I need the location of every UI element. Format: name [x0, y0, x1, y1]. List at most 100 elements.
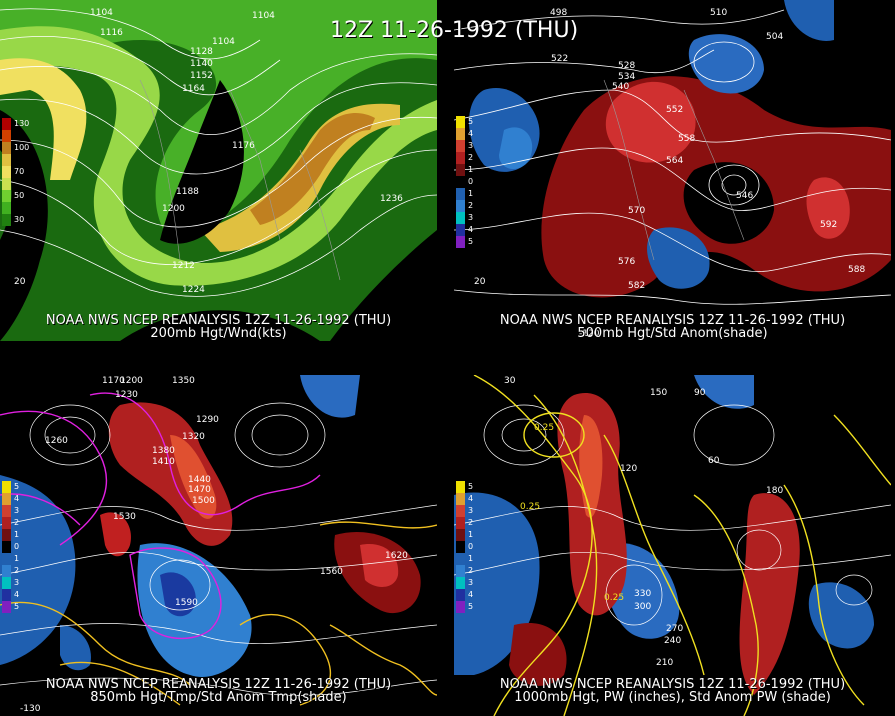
- map-200mb: 1104 1116 1104 1104 1128 1140 1152 1164 …: [0, 0, 437, 341]
- legend-swatch: [456, 541, 465, 553]
- main-title: 12Z 11-26-1992 (THU): [330, 18, 579, 43]
- legend-swatch: [456, 493, 465, 505]
- legend-label: 100: [14, 143, 30, 152]
- legend-swatch: [456, 188, 465, 200]
- legend-label: 5: [14, 602, 20, 611]
- contour-label: 504: [766, 32, 783, 42]
- legend-swatch: [456, 553, 465, 565]
- contour-label: 528: [618, 61, 635, 71]
- legend-label: 4: [14, 494, 20, 503]
- contour-label: 1530: [113, 512, 136, 522]
- legend-swatch: [456, 481, 465, 493]
- legend-label: 1: [14, 554, 20, 563]
- contour-label: 1170: [102, 376, 125, 386]
- legend-swatch: [2, 601, 11, 613]
- legend-swatch: [456, 517, 465, 529]
- legend-swatch: [2, 565, 11, 577]
- contour-label: 564: [666, 156, 683, 166]
- contour-label: 1224: [182, 285, 205, 295]
- legend-swatch: [2, 178, 11, 190]
- legend-label: 3: [468, 578, 474, 587]
- legend-label: 4: [468, 129, 474, 138]
- contour-label: 546: [736, 191, 753, 201]
- legend-label: 130: [14, 119, 30, 128]
- grid-label: -120: [579, 329, 600, 339]
- contour-label: 0.25: [534, 423, 554, 433]
- panel-caption: NOAA NWS NCEP REANALYSIS 12Z 11-26-1992 …: [45, 313, 392, 328]
- grid-label: 20: [474, 277, 486, 287]
- contour-label: 1590: [175, 598, 198, 608]
- legend-label: 5: [468, 482, 474, 491]
- legend-label: 5: [468, 602, 474, 611]
- contour-label: 588: [848, 265, 865, 275]
- legend-swatch: [2, 481, 11, 493]
- contour-label: 534: [618, 72, 635, 82]
- panel-caption: 850mb Hgt/Tmp/Std Anom Tmp(shade): [90, 690, 347, 705]
- grid-label: -130: [20, 704, 41, 714]
- contour-label: 1470: [188, 485, 211, 495]
- contour-label: 1164: [182, 84, 205, 94]
- map-1000mb: 30 90 150 120 60 180 210 240 270 300 330…: [454, 375, 891, 716]
- contour-label: 60: [708, 456, 720, 466]
- legend-swatch: [456, 128, 465, 140]
- legend-swatch: [2, 118, 11, 130]
- legend-label: 1: [468, 554, 474, 563]
- grid-label: 20: [14, 277, 26, 287]
- legend-label: 3: [14, 578, 20, 587]
- contour-label: 180: [766, 486, 783, 496]
- contour-label: 1188: [176, 187, 199, 197]
- legend-label: 2: [468, 518, 474, 527]
- contour-label: 576: [618, 257, 635, 267]
- contour-label: 0.25: [520, 502, 540, 512]
- panel-500mb: 498 510 504 522 528 534 540 546 552 558 …: [454, 0, 891, 341]
- legend-swatch: [456, 565, 465, 577]
- panel-caption: NOAA NWS NCEP REANALYSIS 12Z 11-26-1992 …: [499, 677, 846, 692]
- legend-1000mb: 5 4 3 2 1 0 1 2 3 4 5: [456, 481, 473, 613]
- legend-label: 5: [468, 237, 474, 246]
- contour-label: 90: [694, 388, 706, 398]
- legend-label: 0: [468, 542, 474, 551]
- legend-label: 5: [468, 117, 474, 126]
- contour-label: 1176: [232, 141, 255, 151]
- legend-swatch: [2, 154, 11, 166]
- contour-label: 1140: [190, 59, 213, 69]
- legend-swatch: [456, 176, 465, 188]
- contour-label: 150: [650, 388, 667, 398]
- contour-label: 1104: [90, 8, 113, 18]
- contour-label: 1236: [380, 194, 403, 204]
- legend-swatch: [2, 493, 11, 505]
- legend-swatch: [456, 212, 465, 224]
- contour-label: 1128: [190, 47, 213, 57]
- legend-label: 4: [14, 590, 20, 599]
- contour-label: 1350: [172, 376, 195, 386]
- legend-label: 4: [468, 494, 474, 503]
- legend-swatch: [2, 529, 11, 541]
- legend-swatch: [2, 505, 11, 517]
- legend-label: 0: [14, 542, 20, 551]
- legend-swatch: [2, 166, 11, 178]
- panel-caption: NOAA NWS NCEP REANALYSIS 12Z 11-26-1992 …: [45, 677, 392, 692]
- panel-1000mb: 30 90 150 120 60 180 210 240 270 300 330…: [454, 375, 891, 716]
- legend-850mb: 5 4 3 2 1 0 1 2 3 4 5: [2, 481, 19, 613]
- legend-swatch: [2, 577, 11, 589]
- legend-swatch: [2, 517, 11, 529]
- contour-label: 522: [551, 54, 568, 64]
- legend-500mb: 5 4 3 2 1 0 1 2 3 4 5: [456, 116, 473, 248]
- legend-label: 1: [14, 530, 20, 539]
- legend-label: 2: [14, 518, 20, 527]
- legend-swatch: [2, 553, 11, 565]
- legend-label: 3: [468, 506, 474, 515]
- contour-label: 592: [820, 220, 837, 230]
- contour-label: 0.25: [604, 593, 624, 603]
- contour-label: 552: [666, 105, 683, 115]
- legend-swatch: [456, 589, 465, 601]
- contour-label: 1152: [190, 71, 213, 81]
- legend-swatch: [456, 152, 465, 164]
- legend-swatch: [456, 601, 465, 613]
- panel-200mb: 1104 1116 1104 1104 1128 1140 1152 1164 …: [0, 0, 437, 341]
- contour-label: 1620: [385, 551, 408, 561]
- legend-label: 3: [14, 506, 20, 515]
- legend-swatch: [2, 214, 11, 226]
- contour-label: 1200: [120, 376, 143, 386]
- legend-label: 2: [468, 566, 474, 575]
